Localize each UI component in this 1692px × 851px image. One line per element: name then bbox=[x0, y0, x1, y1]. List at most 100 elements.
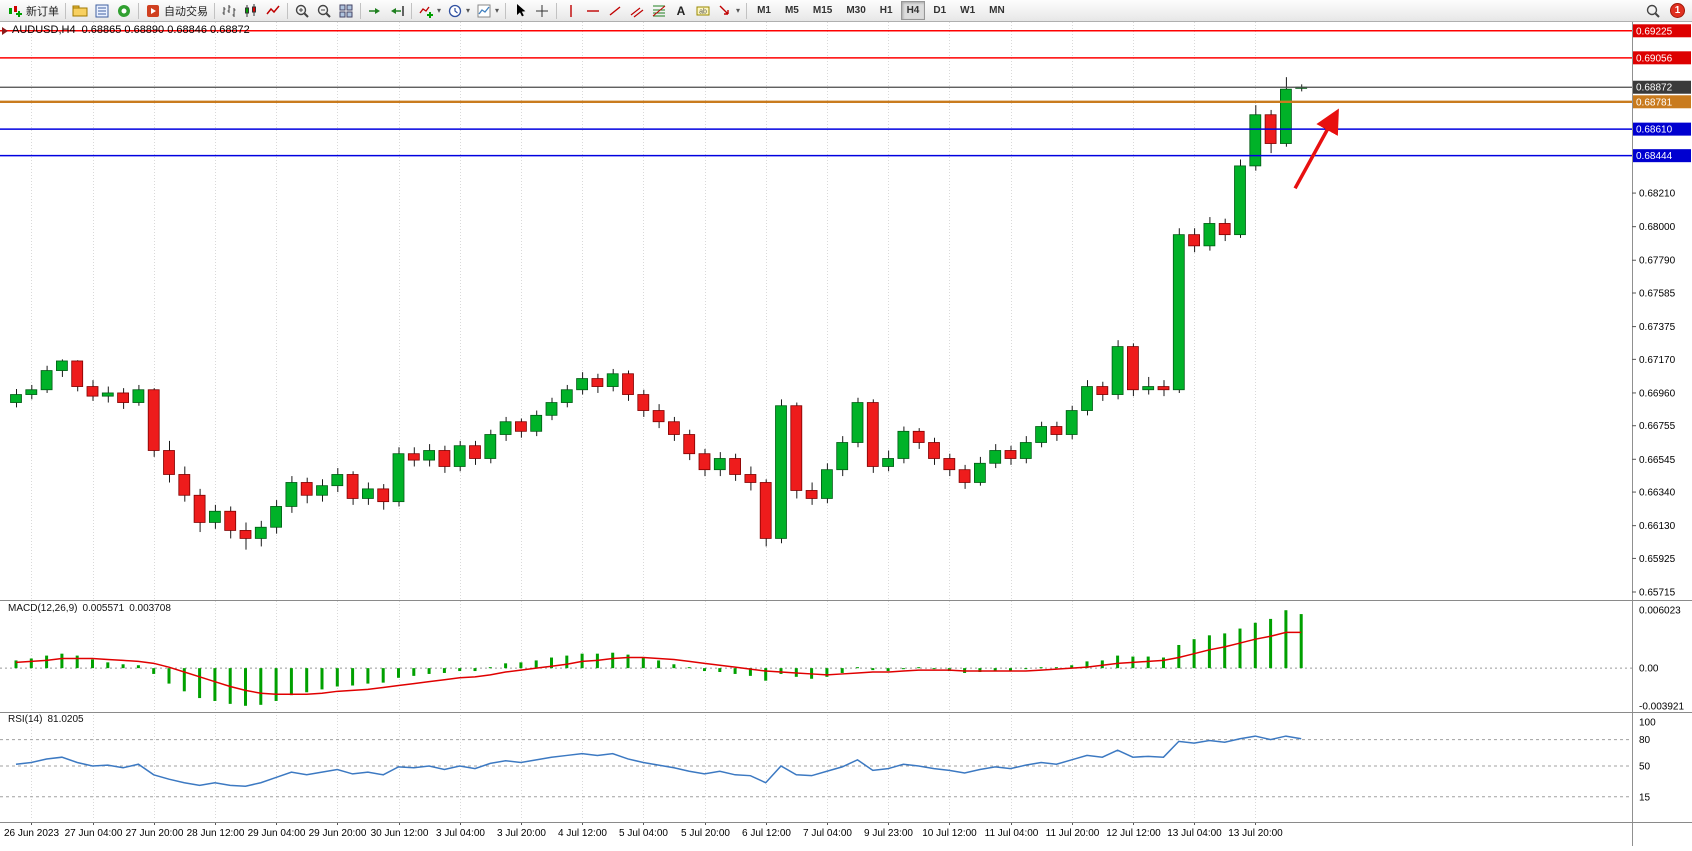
horizontal-lines bbox=[0, 24, 1691, 163]
autotrading-button[interactable]: 自动交易 bbox=[142, 1, 211, 21]
price-axis-label: 0.66130 bbox=[1639, 521, 1676, 532]
timeframe-button-H4[interactable]: H4 bbox=[900, 1, 926, 20]
toolbar-separator bbox=[360, 2, 361, 19]
chart-window: AUDUSD,H4 0.68865 0.68890 0.68846 0.68872… bbox=[0, 22, 1692, 846]
vertical-line-tool-button[interactable] bbox=[560, 1, 582, 21]
timeframe-button-D1[interactable]: D1 bbox=[933, 5, 947, 16]
fibonacci-tool-button[interactable] bbox=[648, 1, 670, 21]
new-order-button[interactable]: 新订单 bbox=[4, 1, 62, 21]
indicators-button[interactable]: ▾ bbox=[415, 1, 444, 21]
text-label-tool-button[interactable]: ab bbox=[692, 1, 714, 21]
timeframe-button-W1[interactable]: W1 bbox=[960, 5, 976, 16]
macd-name: MACD(12,26,9) bbox=[8, 603, 78, 614]
tile-windows-icon bbox=[339, 4, 353, 17]
notification-badge[interactable]: 1 bbox=[1670, 3, 1685, 18]
text-icon: A bbox=[677, 4, 686, 18]
tile-windows-button[interactable] bbox=[335, 1, 357, 21]
timeframe-button-M15[interactable]: M15 bbox=[812, 5, 833, 16]
cursor-tool-button[interactable] bbox=[509, 1, 531, 21]
dropdown-caret-icon: ▾ bbox=[437, 5, 442, 15]
horizontal-line-icon bbox=[587, 9, 600, 12]
candles bbox=[10, 77, 1308, 550]
market-watch-button[interactable] bbox=[91, 1, 113, 21]
timeframe-button-M30[interactable]: M30 bbox=[846, 5, 866, 16]
new-order-label: 新订单 bbox=[26, 5, 59, 18]
profiles-icon bbox=[72, 5, 88, 16]
price-axis-label: 0.66755 bbox=[1639, 421, 1676, 432]
macd-histogram bbox=[14, 610, 1303, 706]
time-axis-label: 27 Jun 20:00 bbox=[126, 828, 184, 839]
chart-title: AUDUSD,H4 0.68865 0.68890 0.68846 0.68872 bbox=[12, 24, 250, 36]
time-axis-label: 5 Jul 04:00 bbox=[619, 828, 668, 839]
macd-signal-value: 0.003708 bbox=[129, 603, 171, 614]
zoom-in-icon bbox=[295, 4, 309, 18]
price-axis-label: 0.67170 bbox=[1639, 355, 1676, 366]
timeframe-button-MN[interactable]: MN bbox=[989, 5, 1005, 16]
svg-text:A: A bbox=[677, 4, 686, 18]
rsi-axis-label: 80 bbox=[1639, 735, 1651, 746]
channel-icon bbox=[630, 7, 644, 17]
time-axis-label: 27 Jun 04:00 bbox=[65, 828, 123, 839]
shapes-tool-button[interactable]: ▾ bbox=[714, 1, 743, 21]
trendline-icon bbox=[609, 5, 621, 16]
chart-shift-icon bbox=[391, 5, 404, 16]
one-click-trading-arrow[interactable] bbox=[2, 27, 8, 35]
timeframe-button-M5[interactable]: M5 bbox=[784, 5, 799, 16]
templates-button[interactable]: ▾ bbox=[473, 1, 502, 21]
timeframe-group: M1 M5 M15 M30 H1 H4 D1 W1 MN bbox=[750, 1, 1012, 20]
rsi-line bbox=[15, 735, 1302, 787]
trendline-tool-button[interactable] bbox=[604, 1, 626, 21]
rsi-name: RSI(14) bbox=[8, 714, 43, 725]
crosshair-tool-button[interactable] bbox=[531, 1, 553, 21]
navigator-button[interactable] bbox=[113, 1, 135, 21]
periods-button[interactable]: ▾ bbox=[444, 1, 473, 21]
line-chart-button[interactable] bbox=[262, 1, 284, 21]
price-axis-label: 0.68000 bbox=[1639, 222, 1676, 233]
price-line-tag: 0.68781 bbox=[1636, 97, 1673, 108]
time-axis-label: 30 Jun 12:00 bbox=[371, 828, 429, 839]
dropdown-caret-icon: ▾ bbox=[495, 5, 500, 15]
time-axis-label: 11 Jul 20:00 bbox=[1046, 828, 1100, 839]
timeframe-button-H1[interactable]: H1 bbox=[879, 5, 893, 16]
auto-scroll-icon bbox=[369, 7, 380, 14]
candles-icon bbox=[245, 3, 256, 17]
candlestick-chart-button[interactable] bbox=[240, 1, 262, 21]
price-line-tag: 0.69056 bbox=[1636, 53, 1673, 64]
search-button[interactable] bbox=[1642, 1, 1664, 21]
price-line-tag: 0.68872 bbox=[1636, 83, 1673, 94]
bar-chart-button[interactable] bbox=[218, 1, 240, 21]
zoom-in-button[interactable] bbox=[291, 1, 313, 21]
zoom-out-button[interactable] bbox=[313, 1, 335, 21]
price-axis-label: 0.67375 bbox=[1639, 322, 1676, 333]
toolbar-separator bbox=[65, 2, 66, 19]
indicators-icon bbox=[419, 6, 433, 18]
annotation-arrow bbox=[1293, 108, 1339, 190]
auto-scroll-button[interactable] bbox=[364, 1, 386, 21]
chart-canvas[interactable]: 26 Jun 2023 27 Jun 04:00 27 Jun 20:00 28 Ju… bbox=[0, 22, 1692, 846]
toolbar-separator bbox=[505, 2, 507, 19]
time-axis-label: 3 Jul 20:00 bbox=[497, 828, 546, 839]
channel-tool-button[interactable] bbox=[626, 1, 648, 21]
time-axis-label: 7 Jul 04:00 bbox=[803, 828, 852, 839]
time-axis-label: 10 Jul 12:00 bbox=[922, 828, 977, 839]
search-icon bbox=[1646, 4, 1660, 18]
macd-signal-line bbox=[15, 631, 1302, 695]
time-axis-label: 9 Jul 23:00 bbox=[864, 828, 913, 839]
time-axis-label: 6 Jul 12:00 bbox=[742, 828, 791, 839]
autotrading-icon bbox=[147, 4, 159, 17]
periods-clock-icon bbox=[448, 4, 462, 17]
rsi-indicator-label: RSI(14) 81.0205 bbox=[8, 714, 89, 725]
chart-shift-button[interactable] bbox=[386, 1, 408, 21]
profiles-button[interactable] bbox=[69, 1, 91, 21]
text-tool-button[interactable]: A bbox=[670, 1, 692, 21]
time-axis-label: 11 Jul 04:00 bbox=[985, 828, 1039, 839]
market-watch-icon bbox=[95, 4, 109, 17]
dropdown-caret-icon: ▾ bbox=[466, 5, 471, 15]
timeframe-button-M1[interactable]: M1 bbox=[757, 5, 771, 16]
macd-value: 0.005571 bbox=[82, 603, 125, 614]
main-toolbar: 新订单 自动交易 ▾ ▾ ▾ bbox=[0, 0, 1692, 22]
rsi-value: 81.0205 bbox=[47, 714, 84, 725]
horizontal-line-tool-button[interactable] bbox=[582, 1, 604, 21]
cursor-icon bbox=[517, 3, 526, 16]
time-axis-label: 3 Jul 04:00 bbox=[436, 828, 485, 839]
